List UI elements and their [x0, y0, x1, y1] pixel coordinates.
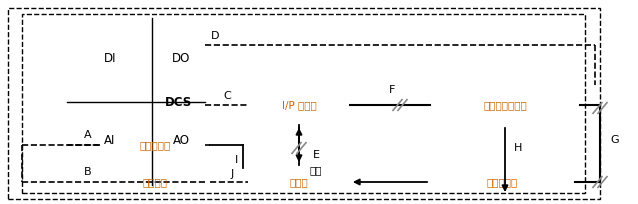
Bar: [430, 85, 580, 125]
Text: 反应器: 反应器: [290, 177, 308, 187]
Text: 液位变送器: 液位变送器: [139, 140, 170, 150]
Text: DO: DO: [172, 51, 190, 64]
Text: B: B: [84, 167, 92, 177]
Text: I/P 转换器: I/P 转换器: [281, 100, 316, 110]
Bar: [100, 130, 210, 160]
Text: DCS: DCS: [165, 95, 193, 109]
Text: 液位开关: 液位开关: [142, 177, 168, 187]
Text: D: D: [211, 31, 219, 41]
Text: I: I: [235, 155, 239, 165]
Bar: [22, 14, 585, 193]
Bar: [248, 168, 350, 195]
Text: AI: AI: [104, 133, 115, 146]
Text: H: H: [514, 143, 522, 153]
Text: A: A: [84, 130, 92, 140]
Text: G: G: [611, 135, 619, 145]
Text: 气动调节阀: 气动调节阀: [486, 177, 517, 187]
Bar: [248, 85, 350, 125]
Text: 二位三通电磁阀: 二位三通电磁阀: [483, 100, 527, 110]
Text: AO: AO: [172, 133, 189, 146]
Text: C: C: [223, 91, 231, 101]
Bar: [67, 18, 205, 185]
Text: DI: DI: [104, 51, 116, 64]
Bar: [430, 168, 575, 195]
Text: 气源: 气源: [310, 165, 322, 175]
Text: J: J: [230, 169, 234, 179]
Text: E: E: [313, 150, 320, 160]
Text: F: F: [389, 85, 395, 95]
Bar: [100, 170, 210, 195]
